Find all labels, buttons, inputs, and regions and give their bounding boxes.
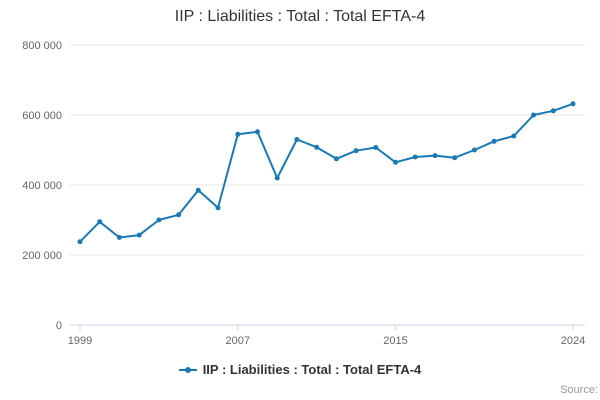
data-point[interactable] xyxy=(97,219,103,225)
data-point[interactable] xyxy=(471,147,477,153)
y-axis-tick-label: 800 000 xyxy=(22,40,62,52)
legend-item[interactable]: IIP : Liabilities : Total : Total EFTA-4 xyxy=(0,362,600,377)
plot-area: 0 200 000 400 000 600 000 800 000 1999 2007 201… xyxy=(0,30,600,360)
data-point[interactable] xyxy=(116,235,122,240)
x-axis-tick-label: 1999 xyxy=(68,335,92,347)
legend-marker-icon xyxy=(178,366,197,373)
data-point[interactable] xyxy=(531,112,537,118)
y-axis-tick-label: 600 000 xyxy=(22,110,62,122)
data-point[interactable] xyxy=(353,148,359,154)
y-axis-tick-label: 200 000 xyxy=(22,250,62,262)
data-point[interactable] xyxy=(176,212,182,218)
data-point[interactable] xyxy=(333,156,339,162)
x-axis-tick-label: 2007 xyxy=(226,335,250,347)
data-point[interactable] xyxy=(511,133,517,139)
data-point[interactable] xyxy=(136,232,142,238)
data-point[interactable] xyxy=(255,129,260,135)
data-point[interactable] xyxy=(195,187,201,193)
data-point[interactable] xyxy=(156,217,162,223)
data-point[interactable] xyxy=(373,145,379,150)
source-note: Source: xyxy=(560,384,598,396)
data-point[interactable] xyxy=(314,144,320,150)
legend-label: IIP : Liabilities : Total : Total EFTA-4 xyxy=(202,362,422,377)
data-point[interactable] xyxy=(491,138,497,144)
chart-title: IIP : Liabilities : Total : Total EFTA-4 xyxy=(174,8,426,25)
data-point[interactable] xyxy=(570,101,576,107)
chart-svg[interactable]: 0 200 000 400 000 600 000 800 000 1999 2007 201… xyxy=(0,30,600,355)
x-axis-tick-label: 2024 xyxy=(561,335,585,347)
series-line[interactable] xyxy=(79,102,574,243)
x-axis-tick-label: 2015 xyxy=(383,335,407,347)
data-point[interactable] xyxy=(452,155,458,161)
data-point[interactable] xyxy=(432,153,438,159)
y-axis-tick-label: 0 xyxy=(56,320,62,332)
y-axis-tick-label: 400 000 xyxy=(22,180,62,192)
data-point[interactable] xyxy=(412,154,418,160)
data-point[interactable] xyxy=(274,175,280,181)
data-point[interactable] xyxy=(235,131,241,137)
data-point[interactable] xyxy=(550,108,556,114)
data-point[interactable] xyxy=(393,159,398,165)
data-point[interactable] xyxy=(77,239,83,245)
data-point[interactable] xyxy=(215,205,221,211)
data-point[interactable] xyxy=(294,137,300,142)
